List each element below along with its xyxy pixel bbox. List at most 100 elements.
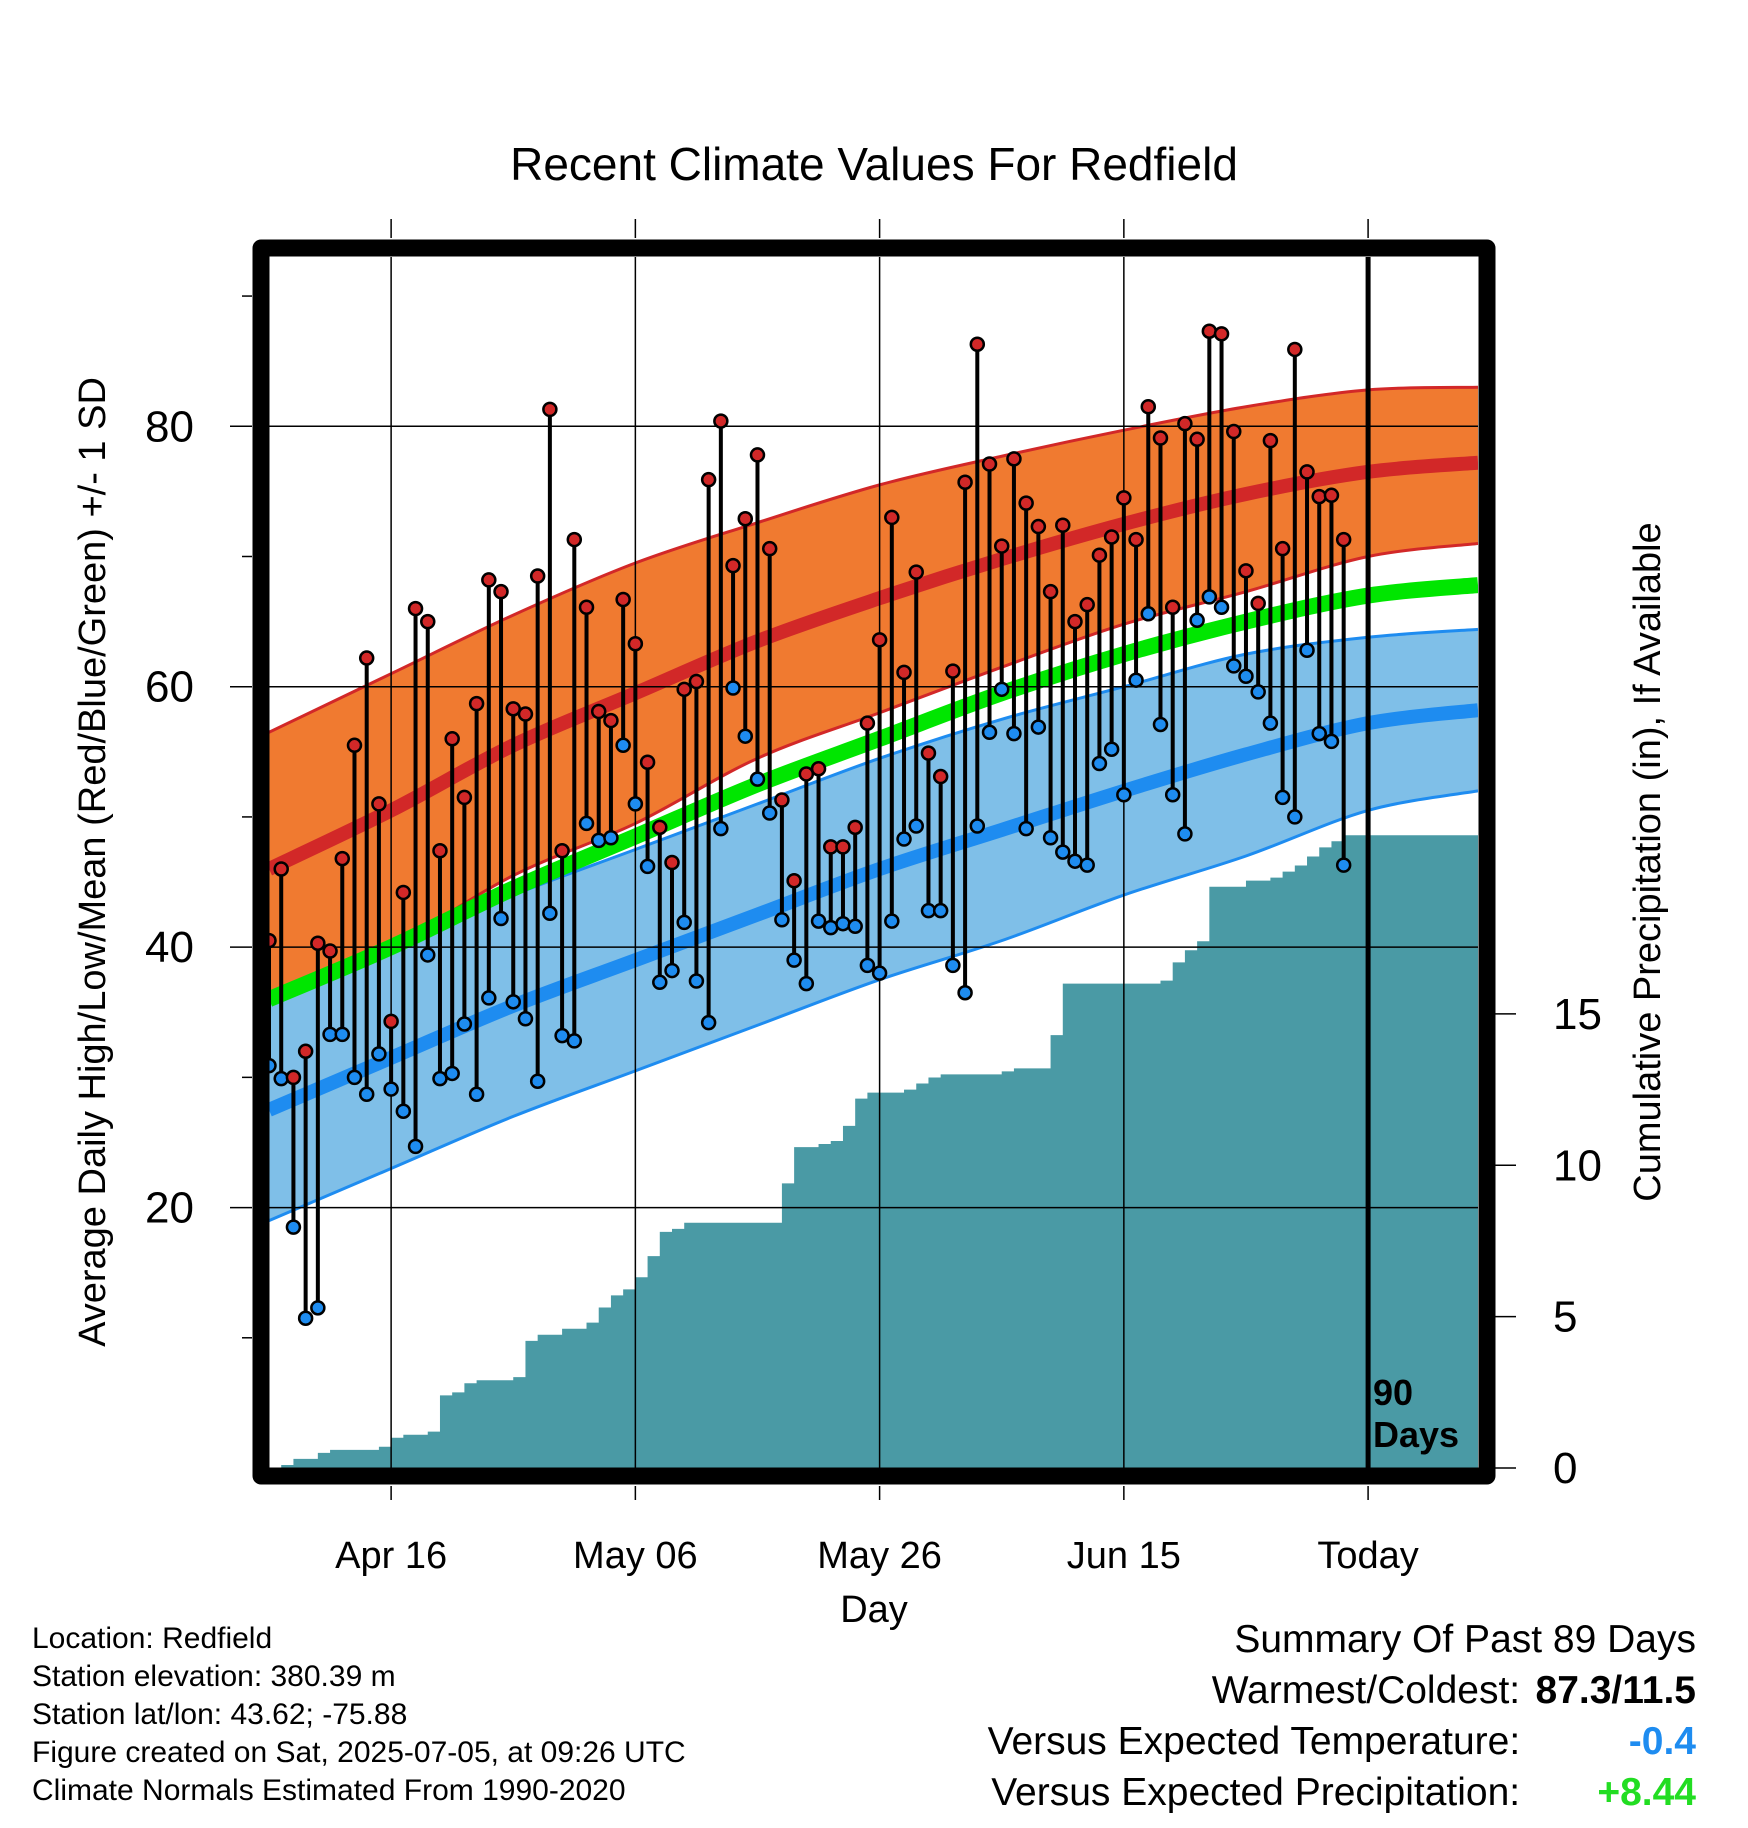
daily-high-point [1299,464,1315,480]
info-latlon: Station lat/lon: 43.62; -75.88 [32,1698,408,1731]
daily-high-point [493,583,509,600]
daily-low-point [1091,755,1108,772]
daily-low-point [761,805,778,821]
daily-low-point [1116,787,1132,803]
daily-high-point [676,681,692,698]
summary-warmest-row: Warmest/Coldest: 87.3/11.5 [988,1665,1696,1716]
daily-low-point [273,1070,289,1087]
daily-high-point [774,792,790,808]
daily-low-point [334,1026,351,1043]
daily-high-point [432,843,448,859]
daily-high-point [627,635,644,652]
daily-high-point [859,715,876,731]
daily-low-point [517,1011,534,1027]
daily-high-point [639,754,656,770]
daily-high-point [1079,596,1095,613]
daily-high-point [1152,430,1169,446]
daily-high-point [664,854,680,871]
daily-low-point [884,913,900,929]
plot-area [269,257,1478,1468]
daily-low-point [285,1219,302,1235]
daily-low-point [1055,844,1071,860]
daily-high-point [1091,547,1108,563]
right-tick-label: 10 [1553,1141,1602,1190]
x-tick-label: Apr 16 [335,1535,447,1577]
info-normals: Climate Normals Estimated From 1990-2020 [32,1774,626,1807]
daily-high-point [358,650,375,666]
daily-high-point [945,663,961,679]
daily-high-point [615,591,631,608]
daily-low-point [908,818,924,834]
daily-low-point [1323,733,1340,750]
summary-heading: Summary Of Past 89 Days [1234,1618,1696,1661]
daily-low-point [371,1046,387,1062]
left-tick-label: 80 [145,402,194,451]
daily-low-point [493,910,509,927]
daily-low-point [847,918,863,935]
daily-low-point [639,858,656,875]
plot-border [252,239,1496,1485]
daily-high-point [761,540,778,557]
x-tick-label: Jun 15 [1067,1535,1181,1577]
daily-low-point [420,947,436,963]
daily-high-point [371,796,387,812]
daily-low-point [810,913,827,929]
daily-low-point [456,1016,473,1032]
daily-high-point [652,819,668,836]
daily-low-point [688,973,705,989]
daily-high-point [908,564,924,580]
right-tick-label: 0 [1553,1444,1577,1493]
daily-low-point [468,1086,485,1103]
daily-low-point [981,724,998,741]
daily-high-point [285,1069,302,1086]
daily-low-point [481,990,497,1006]
daily-high-point [269,932,277,949]
daily-low-point [652,974,668,991]
marker-label-line2: Days [1373,1414,1459,1455]
daily-low-point [1287,809,1303,825]
daily-high-point [920,745,937,761]
summary-warmest-value: 87.3/11.5 [1535,1669,1697,1712]
high-sd-band [269,387,1478,1006]
daily-low-point [297,1310,314,1327]
daily-high-point [395,884,412,901]
daily-high-point [1042,583,1059,600]
daily-low-point [1177,826,1193,842]
daily-low-point [1250,684,1266,700]
daily-low-point [1226,658,1242,674]
daily-low-point [627,796,644,812]
info-location: Location: Redfield [32,1622,273,1655]
plot-frame [252,239,1496,1485]
daily-high-point [273,861,289,877]
daily-low-point [383,1081,399,1097]
daily-high-point [1103,529,1120,545]
daily-low-point [859,957,876,974]
daily-low-point [1030,719,1047,735]
daily-high-point [1030,518,1047,535]
daily-high-point [566,531,583,548]
daily-high-point [981,456,998,472]
daily-low-point [1140,606,1157,622]
summary-precip-row: Versus Expected Precipitation: +8.44 [988,1767,1696,1818]
daily-low-point [603,830,619,846]
left-tick-label: 20 [145,1184,194,1233]
axes: Apr 16 May 06 May 26 Jun 15 Today 20 40 60 80 0 5 1… [145,219,1602,1577]
daily-high-point [1274,540,1291,557]
daily-high-point [481,572,497,588]
daily-low-point [590,832,607,849]
daily-low-point [310,1300,326,1316]
daily-low-point [945,957,961,974]
chart-title: Recent Climate Values For Redfield [510,138,1238,190]
daily-low-point [713,820,729,837]
daily-high-point [383,1013,399,1030]
daily-high-point [896,664,912,681]
daily-low-point [786,952,802,968]
precip-area [269,835,1478,1468]
daily-low-point [1274,789,1291,806]
daily-high-point [444,731,460,747]
daily-low-point [1213,599,1230,616]
daily-low-point [529,1073,546,1090]
daily-low-point [737,728,754,744]
summary-temp-row: Versus Expected Temperature: -0.4 [988,1716,1696,1767]
left-tick-label: 40 [145,923,194,972]
